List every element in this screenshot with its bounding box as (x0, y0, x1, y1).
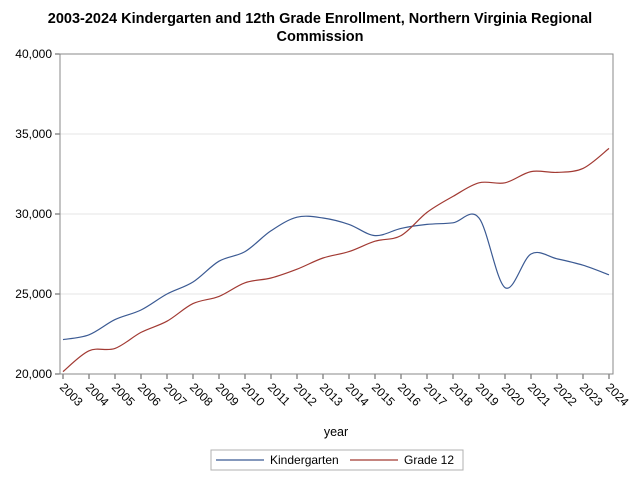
x-tick-label: 2014 (343, 380, 372, 409)
x-tick-label: 2003 (57, 380, 86, 409)
x-tick-label: 2005 (109, 380, 138, 409)
x-tick-label: 2010 (239, 380, 268, 409)
x-axis: 2003200420052006200720082009201020112012… (57, 374, 632, 409)
x-tick-label: 2006 (135, 380, 164, 409)
x-tick-label: 2017 (421, 380, 450, 409)
y-tick-label: 25,000 (15, 287, 52, 301)
legend-frame (210, 449, 464, 471)
x-axis-label: year (324, 425, 348, 439)
x-tick-label: 2022 (551, 380, 580, 409)
x-tick-label: 2015 (369, 380, 398, 409)
x-tick-label: 2013 (317, 380, 346, 409)
x-tick-label: 2011 (265, 380, 293, 408)
chart-title-line2: Commission (276, 29, 364, 45)
series-lines (62, 147, 610, 373)
y-tick-label: 40,000 (15, 47, 52, 61)
x-tick-label: 2008 (187, 380, 216, 409)
x-tick-label: 2019 (473, 380, 502, 409)
y-tick-label: 20,000 (15, 367, 52, 381)
x-tick-label: 2024 (603, 380, 632, 409)
x-tick-label: 2004 (83, 380, 112, 409)
legend-label: Grade 12 (404, 453, 454, 467)
x-tick-label: 2016 (395, 380, 424, 409)
legend-label: Kindergarten (270, 453, 339, 467)
plot-frame (59, 53, 614, 375)
series-line-kindergarten (62, 213, 610, 341)
x-tick-label: 2012 (291, 380, 320, 409)
x-tick-label: 2007 (161, 380, 190, 409)
x-tick-label: 2020 (499, 380, 528, 409)
grid-lines (60, 53, 613, 375)
chart-title-line1: 2003-2024 Kindergarten and 12th Grade En… (47, 11, 593, 27)
x-tick-label: 2018 (447, 380, 476, 409)
y-tick-label: 35,000 (15, 127, 52, 141)
y-axis: 20,000 25,000 30,000 35,000 40,000 (15, 47, 60, 381)
chart-title: 2003-2024 Kindergarten and 12th Grade En… (0, 10, 640, 46)
x-tick-label: 2023 (577, 380, 606, 409)
x-tick-label: 2009 (213, 380, 242, 409)
series-line-grade-12 (62, 147, 610, 373)
legend: Kindergarten Grade 12 (210, 449, 464, 471)
y-tick-label: 30,000 (15, 207, 52, 221)
x-tick-label: 2021 (525, 380, 554, 409)
